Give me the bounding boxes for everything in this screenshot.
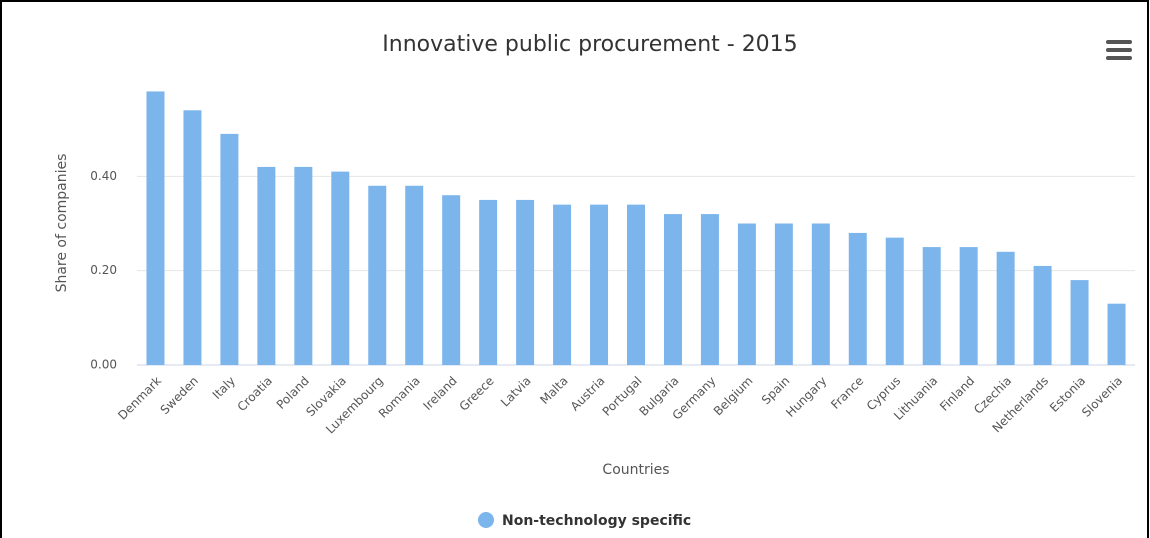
bar	[590, 204, 609, 365]
bar	[959, 247, 978, 365]
bar	[1033, 265, 1052, 365]
bar	[442, 195, 461, 365]
y-tick-label: 0.20	[90, 263, 117, 277]
bar	[1070, 280, 1089, 365]
bar	[146, 91, 165, 365]
y-axis-title: Share of companies	[54, 154, 70, 293]
bar	[848, 232, 867, 365]
bar	[700, 214, 719, 365]
bar	[220, 133, 239, 365]
bar	[737, 223, 756, 365]
menu-button[interactable]	[1106, 40, 1132, 60]
bar	[368, 185, 387, 365]
bar	[183, 110, 202, 365]
bar	[885, 237, 904, 365]
y-tick-label: 0.40	[90, 169, 117, 183]
bar	[257, 166, 276, 365]
bar	[811, 223, 830, 365]
x-axis-title: Countries	[602, 462, 669, 478]
y-tick-label: 0.00	[90, 358, 117, 372]
bar	[516, 199, 535, 365]
bar	[1107, 303, 1126, 365]
bar	[294, 166, 313, 365]
bar	[331, 171, 350, 365]
bar	[627, 204, 645, 365]
bar	[663, 214, 682, 365]
bar	[774, 223, 793, 365]
bar	[405, 185, 424, 365]
legend-label: Non-technology specific	[502, 513, 691, 529]
bar	[553, 204, 572, 365]
bar	[479, 199, 498, 365]
chart-title: Innovative public procurement - 2015	[382, 32, 797, 57]
bar	[996, 251, 1015, 365]
legend-marker	[478, 512, 494, 528]
bar	[922, 247, 941, 365]
